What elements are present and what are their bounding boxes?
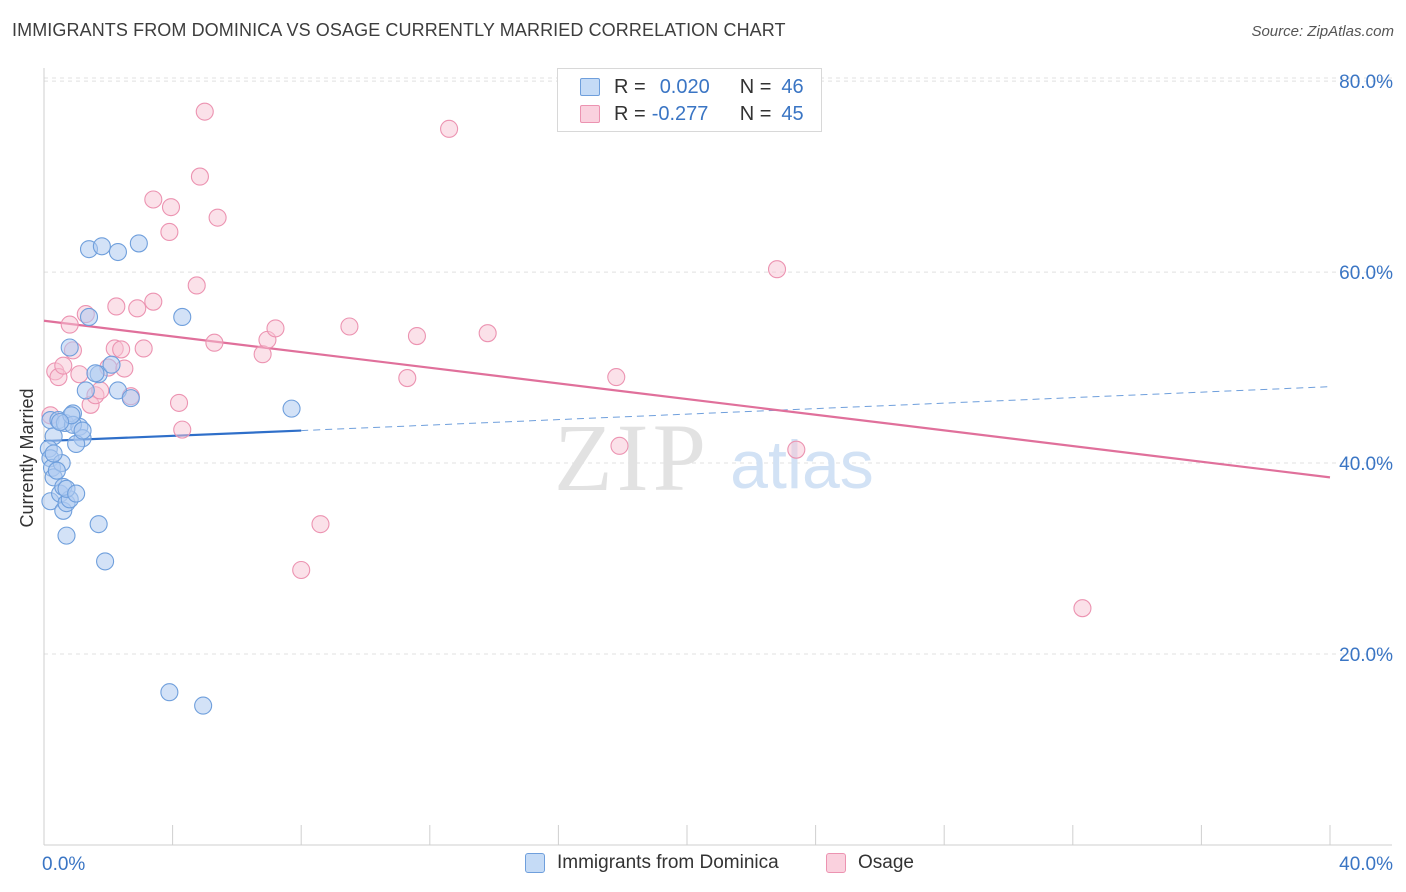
legend-r-label: R = [614,75,646,98]
point-osage [208,208,227,227]
trend-line-dominica-extension [301,386,1331,432]
point-dominica [102,355,121,374]
x-tick-label: 0.0% [42,854,85,875]
point-dominica [121,389,140,408]
point-dominica [194,696,213,715]
series-legend-dominica[interactable]: Immigrants from Dominica [525,852,779,874]
legend-swatch-pink [580,105,600,123]
point-dominica [160,683,179,702]
source-label: Source: ZipAtlas.com [1251,23,1394,40]
legend-r-label: R = [614,102,646,125]
y-tick-label: 80.0% [1339,72,1393,93]
point-osage [160,222,179,242]
point-dominica [92,237,111,256]
series-legend: Immigrants from Dominica Osage [0,852,1406,878]
point-dominica [173,307,192,327]
watermark-atlas: atlas [730,427,874,503]
point-osage [478,324,497,343]
point-osage [60,315,79,334]
point-osage [607,368,626,387]
series-swatch-blue [525,853,545,873]
point-osage [161,198,181,217]
point-osage [187,276,206,295]
point-osage [54,356,73,375]
point-osage [407,326,426,346]
point-osage [144,292,163,311]
point-osage [190,167,209,186]
point-osage [112,340,131,359]
point-dominica [44,444,63,463]
series-label-dominica: Immigrants from Dominica [557,852,779,873]
y-tick-label: 40.0% [1339,454,1393,475]
point-osage [610,436,629,455]
axes [43,68,1392,846]
series-label-osage: Osage [858,852,914,873]
point-dominica [108,242,127,262]
point-osage [205,333,224,352]
point-osage [767,260,787,279]
point-dominica [51,412,70,432]
point-osage [195,102,214,121]
point-dominica [86,364,105,383]
point-osage [440,119,459,138]
point-osage [144,190,163,209]
legend-n-value: 45 [781,102,804,125]
point-dominica [282,399,301,418]
legend-swatch-blue [580,78,600,96]
point-osage [340,317,359,336]
legend-n-value: 46 [781,75,804,98]
point-dominica [76,381,95,400]
legend-n-label: N = [739,75,772,98]
point-osage [311,515,330,534]
point-osage [128,299,147,318]
series-swatch-pink [826,853,846,873]
legend-row-osage: R = -0.277 N = 45 [580,100,804,128]
point-dominica [129,234,148,253]
series-legend-osage[interactable]: Osage [826,852,914,874]
point-osage [398,369,417,388]
chart-title: IMMIGRANTS FROM DOMINICA VS OSAGE CURREN… [12,20,786,40]
x-tick-label: 40.0% [1339,854,1393,875]
point-osage [266,319,285,338]
point-dominica [60,338,79,357]
point-osage [134,339,153,358]
point-dominica [67,484,86,503]
point-osage [107,297,126,316]
legend-r-value: -0.277 [651,102,709,125]
point-dominica [73,421,92,440]
point-osage [169,393,189,412]
point-osage [787,440,806,459]
y-tick-label: 20.0% [1339,645,1393,666]
data-points [39,102,1092,715]
point-osage [173,420,192,439]
legend-n-label: N = [739,102,772,125]
point-osage [292,560,311,580]
tick-labels: 20.0% 40.0% 60.0% 80.0% 0.0% 40.0% [42,72,1393,875]
point-dominica [47,461,66,480]
correlation-legend: R = 0.020 N = 46 R = -0.277 N = 45 [557,68,822,132]
watermark: ZIP atlas [554,404,874,511]
point-osage [70,365,89,384]
point-dominica [89,515,108,534]
watermark-zip: ZIP [554,404,710,511]
point-dominica [96,552,115,571]
legend-r-value: 0.020 [659,75,710,98]
y-axis-label: Currently Married [17,388,37,527]
legend-row-dominica: R = 0.020 N = 46 [580,73,804,101]
grid-lines [44,77,1392,655]
point-osage [1073,599,1092,618]
point-dominica [57,526,76,545]
y-tick-label: 60.0% [1339,263,1393,284]
point-dominica [79,307,99,327]
